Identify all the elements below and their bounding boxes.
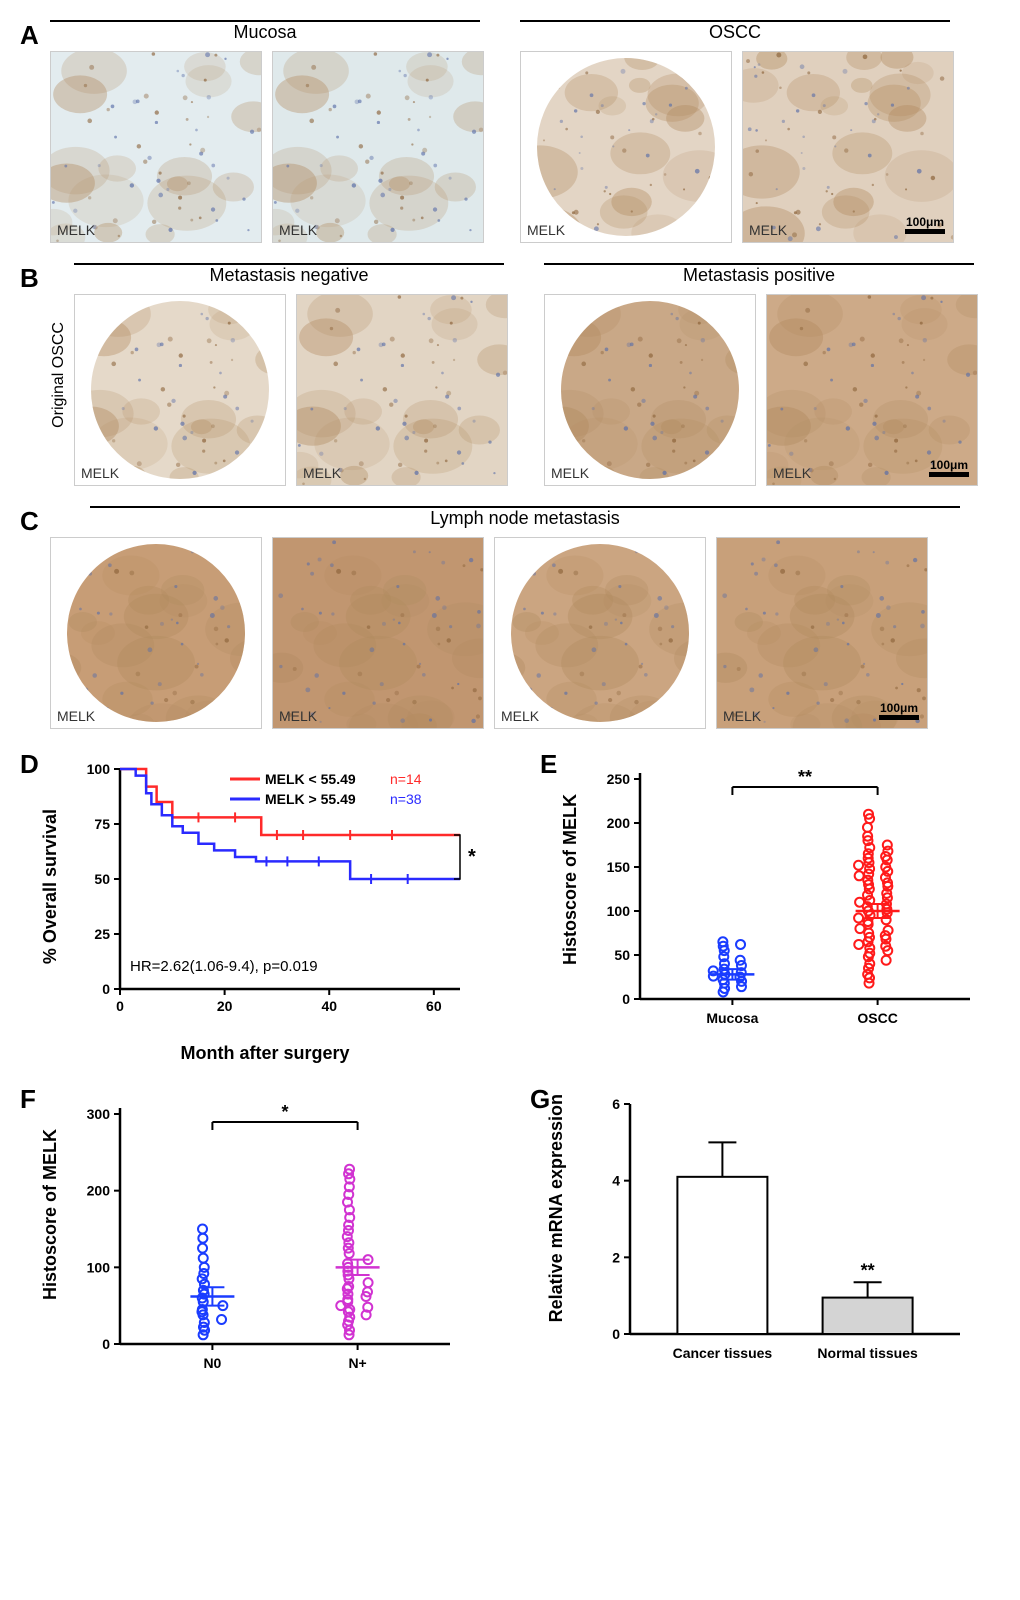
svg-text:0: 0 [102, 1336, 110, 1352]
svg-text:200: 200 [607, 815, 631, 831]
side-label: Original OSCC [50, 322, 68, 428]
panel-letter: C [20, 506, 50, 537]
svg-text:**: ** [861, 1260, 875, 1280]
stain-label: MELK [527, 222, 565, 238]
group-title: Metastasis positive [544, 263, 974, 288]
y-axis-title: Histoscore of MELK [560, 794, 581, 965]
bar-chart: 0 2 4 6 Cancer tissues Normal tissues ** [560, 1084, 980, 1394]
svg-text:25: 25 [94, 926, 110, 942]
panel-f: F Histoscore of MELK 0100200300N0N+ * [20, 1084, 470, 1394]
histology-tile: MELK [272, 537, 484, 729]
svg-text:n=14: n=14 [390, 771, 422, 787]
panel-letter: A [20, 20, 50, 51]
histology-tile: MELK 100μm [742, 51, 954, 243]
group-title: Lymph node metastasis [90, 506, 960, 531]
panel-b: B Original OSCC Metastasis negative MELK… [20, 263, 1000, 486]
svg-text:100: 100 [607, 903, 631, 919]
stain-label: MELK [551, 465, 589, 481]
group-title: OSCC [520, 20, 950, 45]
stain-label: MELK [723, 708, 761, 724]
panel-g: G Relative mRNA expression 0246Cancer ti… [530, 1084, 980, 1394]
panel-c: C Lymph node metastasis MELKMELKMELKMELK… [20, 506, 1000, 729]
histology-tile: MELK [50, 537, 262, 729]
svg-text:MELK < 55.49: MELK < 55.49 [265, 771, 356, 787]
svg-text:20: 20 [217, 998, 233, 1014]
svg-text:300: 300 [87, 1106, 111, 1122]
histology-tile: MELK [296, 294, 508, 486]
panel-d: D % Overall survival 02040600255075100 M… [20, 749, 480, 1064]
group-title: Metastasis negative [74, 263, 504, 288]
svg-text:2: 2 [612, 1249, 620, 1265]
histology-tile: MELK [494, 537, 706, 729]
svg-text:100: 100 [87, 761, 111, 777]
panel-letter: B [20, 263, 50, 294]
stain-label: MELK [279, 708, 317, 724]
svg-text:*: * [281, 1102, 288, 1122]
histology-tile: MELK [74, 294, 286, 486]
panel-a: A Mucosa MELK MELK OSCC MELK MELK 100μm [20, 20, 1000, 243]
svg-text:OSCC: OSCC [857, 1010, 897, 1026]
svg-text:75: 75 [94, 816, 110, 832]
svg-text:MELK > 55.49: MELK > 55.49 [265, 791, 356, 807]
histology-tile: MELK [544, 294, 756, 486]
svg-text:100: 100 [87, 1259, 111, 1275]
svg-text:6: 6 [612, 1096, 620, 1112]
svg-text:Mucosa: Mucosa [706, 1010, 758, 1026]
stain-label: MELK [773, 465, 811, 481]
svg-text:Normal tissues: Normal tissues [817, 1345, 918, 1361]
svg-text:0: 0 [612, 1326, 620, 1342]
svg-text:60: 60 [426, 998, 442, 1014]
scale-bar: 100μm [905, 215, 945, 234]
stain-label: MELK [81, 465, 119, 481]
svg-text:50: 50 [94, 871, 110, 887]
stain-label: MELK [501, 708, 539, 724]
svg-text:200: 200 [87, 1183, 111, 1199]
y-axis-title: Relative mRNA expression [546, 1094, 567, 1322]
svg-text:N+: N+ [348, 1355, 366, 1371]
histology-tile: MELK [520, 51, 732, 243]
scatter-plot: 0 100 200 300 N0 N+ * [50, 1084, 470, 1394]
svg-text:4: 4 [612, 1173, 620, 1189]
svg-text:HR=2.62(1.06-9.4), p=0.019: HR=2.62(1.06-9.4), p=0.019 [130, 958, 318, 975]
scatter-plot: 0 50 100 150 200 250 Mucosa OSCC ** [570, 749, 990, 1049]
svg-text:50: 50 [614, 947, 630, 963]
svg-text:0: 0 [622, 991, 630, 1007]
histology-tile: MELK 100μm [716, 537, 928, 729]
svg-text:**: ** [798, 767, 812, 787]
stain-label: MELK [57, 708, 95, 724]
svg-text:250: 250 [607, 771, 631, 787]
scale-bar: 100μm [929, 458, 969, 477]
svg-text:N0: N0 [203, 1355, 221, 1371]
stain-label: MELK [57, 222, 95, 238]
svg-text:150: 150 [607, 859, 631, 875]
group-title: Mucosa [50, 20, 480, 45]
km-plot: 0 20 40 60 0 25 50 75 100 MELK < 55.49 n=14 MELK… [50, 749, 480, 1039]
svg-text:n=38: n=38 [390, 791, 422, 807]
svg-text:0: 0 [102, 981, 110, 997]
svg-text:*: * [468, 846, 476, 868]
y-axis-title: % Overall survival [40, 809, 61, 964]
stain-label: MELK [279, 222, 317, 238]
y-axis-title: Histoscore of MELK [40, 1129, 61, 1300]
stain-label: MELK [303, 465, 341, 481]
svg-text:Cancer tissues: Cancer tissues [673, 1345, 773, 1361]
histology-tile: MELK 100μm [766, 294, 978, 486]
stain-label: MELK [749, 222, 787, 238]
panel-e: E Histoscore of MELK 050100150200250Muco… [540, 749, 990, 1064]
scale-bar: 100μm [879, 701, 919, 720]
svg-text:40: 40 [321, 998, 337, 1014]
histology-tile: MELK [272, 51, 484, 243]
x-axis-title: Month after surgery [50, 1043, 480, 1064]
histology-tile: MELK [50, 51, 262, 243]
svg-text:0: 0 [116, 998, 124, 1014]
